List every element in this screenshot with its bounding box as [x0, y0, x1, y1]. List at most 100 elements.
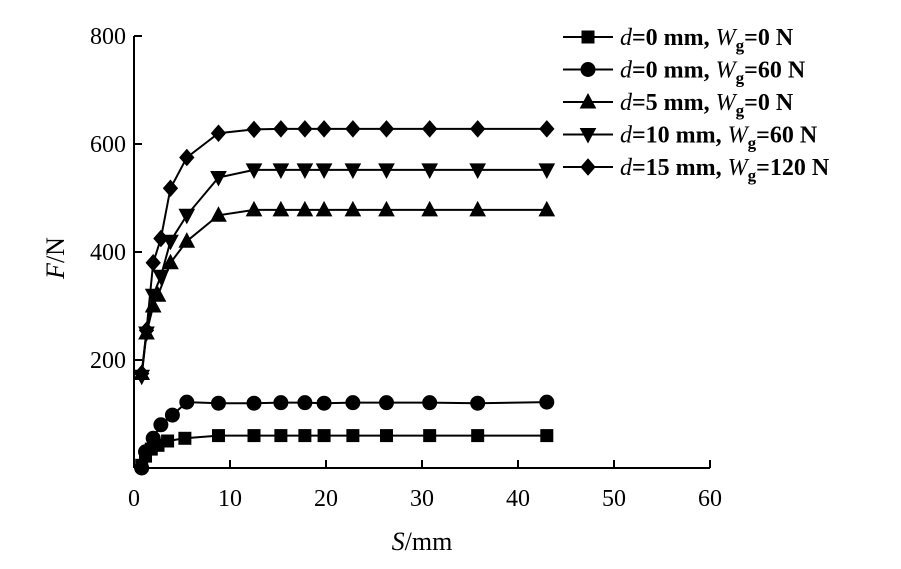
y-axis-title: F/N	[41, 237, 70, 280]
data-point	[345, 395, 361, 411]
series-triangle-down	[133, 163, 556, 386]
x-tick-label: 30	[410, 486, 434, 512]
data-point	[346, 429, 360, 443]
data-point	[538, 163, 556, 179]
legend-marker	[580, 158, 596, 176]
series-triangle-up	[133, 200, 556, 380]
data-point	[422, 120, 438, 138]
data-point	[138, 444, 154, 460]
data-point	[273, 120, 289, 138]
data-point	[539, 120, 555, 138]
data-point	[152, 269, 170, 286]
legend-marker	[579, 92, 597, 109]
data-point	[316, 395, 332, 411]
data-point	[245, 163, 263, 179]
series-line	[140, 127, 547, 374]
legend-item: d=0 mm, Wg=0 N	[563, 25, 794, 55]
data-point	[315, 200, 333, 217]
data-point	[378, 120, 395, 138]
legend-label: d=0 mm, Wg=0 N	[620, 25, 794, 55]
series-line	[140, 401, 547, 469]
data-point	[162, 253, 179, 270]
data-point	[272, 200, 290, 217]
data-point	[247, 429, 261, 443]
data-point	[422, 395, 438, 411]
data-point	[378, 163, 395, 179]
data-point	[162, 179, 179, 198]
x-axis-unit: /mm	[405, 527, 453, 556]
data-point	[153, 229, 169, 248]
legend: d=0 mm, Wg=0 Nd=0 mm, Wg=60 Nd=5 mm, Wg=…	[563, 25, 830, 185]
data-point	[344, 163, 362, 179]
x-axis-variable: S	[392, 527, 405, 556]
series-diamond	[134, 120, 555, 383]
series-line	[140, 434, 547, 466]
x-tick-label: 0	[128, 486, 140, 512]
y-axis-unit: /N	[41, 237, 70, 263]
series-circle	[134, 394, 555, 476]
data-point	[538, 200, 556, 217]
data-point	[470, 395, 486, 411]
legend-item: d=0 mm, Wg=60 N	[563, 58, 806, 88]
data-point	[134, 364, 150, 383]
series-square	[135, 429, 554, 472]
y-tick-label: 600	[90, 132, 126, 158]
x-tick-label: 60	[698, 486, 722, 512]
data-point	[469, 163, 487, 179]
x-tick-label: 10	[218, 486, 242, 512]
legend-marker	[581, 30, 595, 44]
data-point	[178, 232, 196, 248]
data-point	[421, 163, 439, 179]
x-axis-title: S/mm	[392, 527, 453, 556]
data-point	[345, 120, 361, 138]
data-point	[164, 407, 180, 423]
legend-label: d=0 mm, Wg=60 N	[620, 58, 806, 88]
data-point	[297, 395, 313, 411]
data-point	[316, 120, 332, 138]
data-point	[153, 417, 169, 433]
data-point	[471, 429, 485, 443]
legend-label: d=15 mm, Wg=120 N	[620, 155, 830, 185]
data-point	[421, 200, 439, 217]
data-point	[274, 429, 288, 443]
data-point	[138, 321, 155, 340]
data-point	[134, 460, 150, 476]
data-point	[145, 430, 161, 446]
data-point	[469, 200, 487, 217]
data-point	[298, 429, 312, 443]
legend-item: d=15 mm, Wg=120 N	[563, 155, 830, 185]
data-point	[178, 208, 196, 225]
data-point	[379, 429, 393, 443]
data-point	[210, 395, 226, 411]
data-point	[161, 434, 175, 448]
y-tick-label: 400	[90, 240, 126, 266]
series-line	[140, 168, 547, 377]
data-point	[246, 120, 262, 139]
x-tick-label: 40	[506, 486, 530, 512]
x-tick-label: 50	[602, 486, 626, 512]
legend-marker	[580, 62, 596, 77]
series-line	[140, 208, 547, 374]
data-point	[272, 163, 290, 179]
data-point	[423, 429, 437, 443]
data-point	[273, 395, 289, 411]
x-ticks: 0 10 20 30 40 50 60	[128, 460, 722, 512]
data-point	[178, 431, 192, 445]
data-point	[179, 394, 195, 410]
series-group	[133, 120, 556, 476]
data-point	[246, 395, 262, 411]
legend-item: d=5 mm, Wg=0 N	[563, 90, 794, 120]
y-tick-label: 800	[90, 24, 126, 50]
legend-item: d=10 mm, Wg=60 N	[563, 123, 818, 153]
data-point	[297, 120, 313, 138]
y-ticks: 200 400 600 800	[90, 24, 142, 374]
data-point	[211, 429, 225, 443]
data-point	[245, 200, 263, 217]
data-point	[378, 395, 394, 411]
x-tick-label: 20	[314, 486, 338, 512]
data-point	[179, 148, 195, 167]
data-point	[315, 163, 333, 179]
data-point	[296, 163, 314, 179]
data-point	[210, 206, 227, 222]
